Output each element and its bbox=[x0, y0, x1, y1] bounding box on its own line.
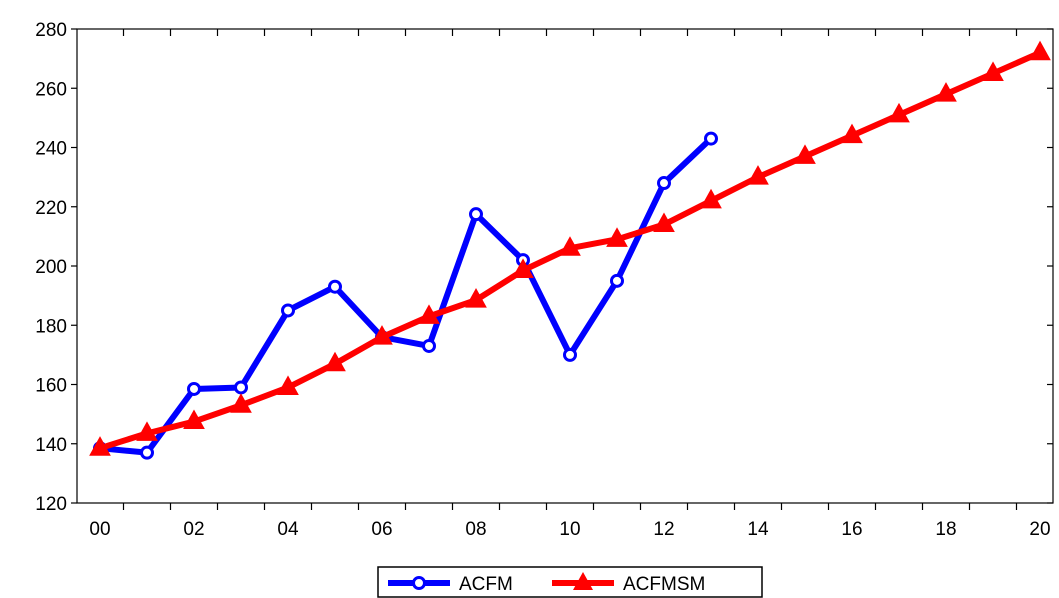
x-tick-label: 02 bbox=[183, 519, 204, 540]
legend-label: ACFMSM bbox=[623, 574, 705, 595]
data-point bbox=[187, 381, 201, 396]
y-tick-label: 260 bbox=[35, 79, 67, 100]
chart-axes: 120 140 160 180 200 220 240 260 280 00 02 04 06 08 10 1… bbox=[35, 20, 1054, 540]
y-tick-label: 280 bbox=[35, 20, 67, 41]
data-point bbox=[328, 279, 342, 294]
data-point bbox=[841, 123, 863, 144]
legend-label: ACFM bbox=[459, 574, 513, 595]
y-tick-label: 220 bbox=[35, 198, 67, 219]
data-point bbox=[512, 258, 534, 278]
data-point bbox=[559, 236, 581, 256]
x-tick-label: 06 bbox=[371, 519, 392, 540]
legend-marker bbox=[573, 572, 593, 590]
x-tick-label: 04 bbox=[277, 519, 299, 540]
data-point bbox=[140, 445, 154, 460]
data-point bbox=[563, 347, 577, 362]
plot-frame bbox=[76, 28, 1054, 504]
series-acfmsm bbox=[89, 40, 1051, 456]
data-point bbox=[418, 304, 440, 324]
data-point bbox=[935, 82, 957, 102]
data-point bbox=[747, 165, 769, 185]
x-tick-label: 10 bbox=[559, 519, 580, 540]
data-point bbox=[277, 375, 299, 395]
x-tick-label: 00 bbox=[89, 519, 110, 540]
legend-item-acfmsm: ACFMSM bbox=[552, 572, 705, 595]
data-point bbox=[982, 61, 1004, 81]
x-tick-label: 16 bbox=[841, 519, 862, 540]
data-point bbox=[324, 351, 346, 372]
data-point bbox=[700, 188, 722, 209]
y-tick-label: 200 bbox=[35, 257, 67, 278]
data-point bbox=[234, 380, 248, 395]
data-point bbox=[657, 176, 671, 191]
data-point bbox=[371, 325, 393, 345]
y-tick-label: 180 bbox=[35, 316, 67, 337]
x-tick-label: 18 bbox=[935, 519, 956, 540]
series-layer bbox=[89, 40, 1051, 460]
data-point bbox=[183, 409, 205, 430]
x-tick-label: 14 bbox=[747, 519, 769, 540]
legend-marker bbox=[412, 576, 426, 590]
y-tick-label: 160 bbox=[35, 376, 67, 397]
data-point bbox=[89, 436, 111, 456]
y-tick-label: 240 bbox=[35, 139, 67, 160]
data-point bbox=[422, 338, 436, 353]
legend-item-acfm: ACFM bbox=[388, 574, 513, 595]
y-tick-label: 120 bbox=[35, 494, 67, 515]
x-tick-label: 08 bbox=[465, 519, 486, 540]
series-line bbox=[97, 135, 714, 456]
x-tick-label: 12 bbox=[653, 519, 674, 540]
data-point bbox=[606, 227, 628, 247]
data-point bbox=[653, 212, 675, 233]
data-point bbox=[136, 421, 158, 441]
x-tick-label: 20 bbox=[1029, 519, 1050, 540]
data-point bbox=[794, 144, 816, 164]
data-point bbox=[281, 303, 295, 318]
data-point bbox=[469, 207, 483, 222]
data-point bbox=[610, 273, 624, 288]
data-point bbox=[465, 288, 487, 308]
data-point bbox=[1029, 40, 1051, 61]
series-acfm bbox=[93, 131, 718, 460]
data-point bbox=[888, 102, 910, 123]
data-point bbox=[230, 393, 252, 413]
legend: ACFM ACFMSM bbox=[377, 566, 763, 598]
y-tick-label: 140 bbox=[35, 435, 67, 456]
data-point bbox=[704, 131, 718, 146]
